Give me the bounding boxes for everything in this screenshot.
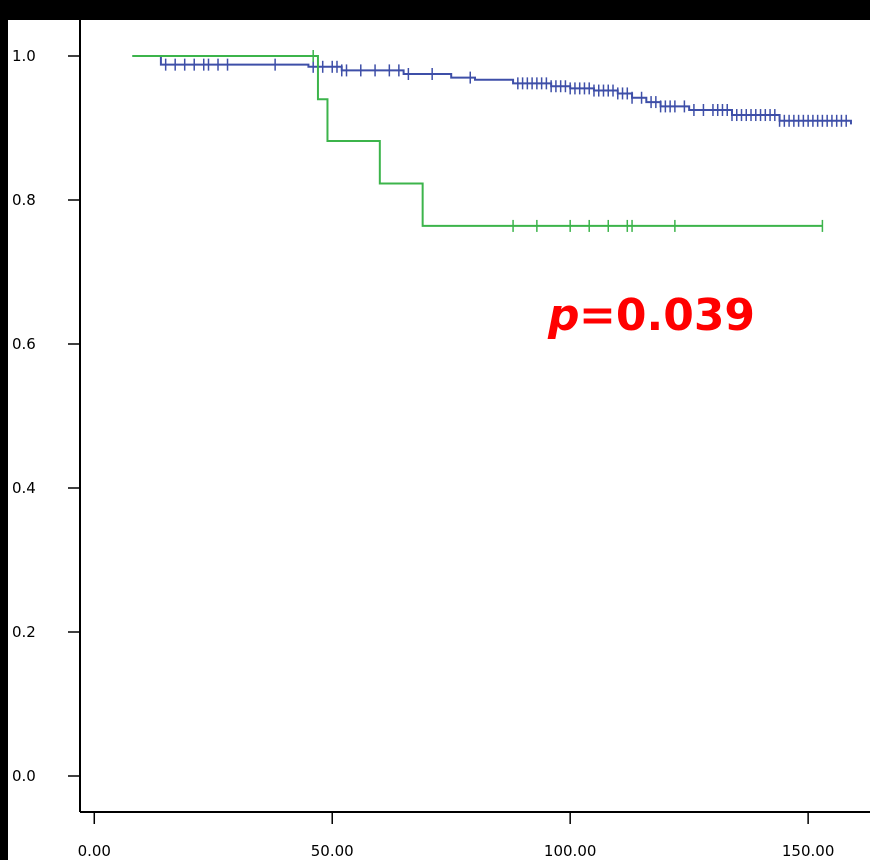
top-border	[0, 0, 870, 20]
y-tick-label: 0.0	[12, 767, 36, 785]
x-tick-label: 150.00	[782, 842, 835, 860]
x-tick-label: 0.00	[78, 842, 111, 860]
chart-frame	[79, 20, 870, 813]
y-tick-label: 0.8	[12, 191, 36, 209]
left-border	[0, 0, 8, 860]
x-tick-label: 50.00	[311, 842, 354, 860]
y-tick-label: 0.6	[12, 335, 36, 353]
survival-series	[132, 50, 852, 232]
p-value-symbol: p	[547, 290, 580, 341]
p-value-number: =0.039	[579, 290, 755, 341]
y-tick-label: 1.0	[12, 47, 36, 65]
y-tick-label: 0.2	[12, 623, 36, 641]
y-tick-label: 0.4	[12, 479, 36, 497]
series-2-line	[132, 55, 823, 227]
x-tick-label: 100.00	[544, 842, 597, 860]
p-value-annotation: p =0.039	[547, 290, 755, 341]
axis-ticks: 0.0 0.2 0.4 0.6 0.8 1.0 0.00 50.00 100.00 150.00	[12, 47, 834, 860]
